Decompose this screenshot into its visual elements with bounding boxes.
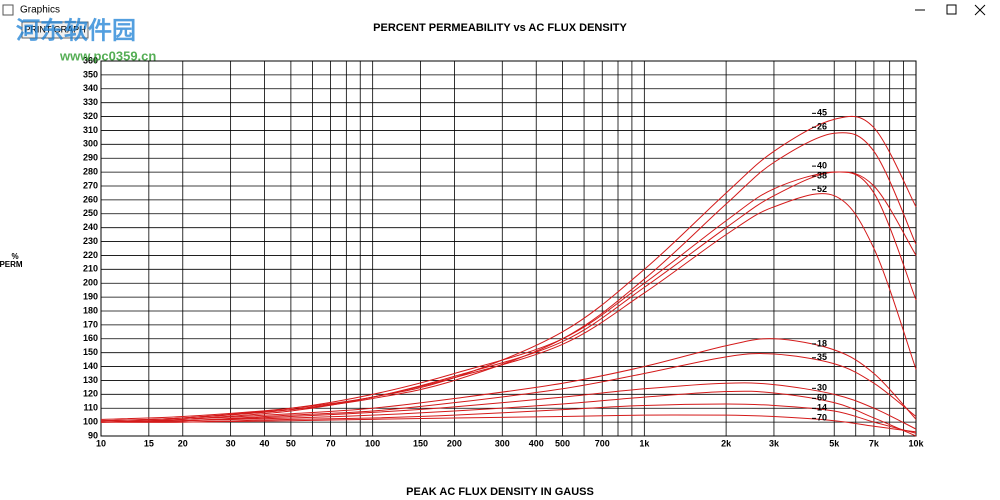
y-tick-label: 310	[83, 125, 98, 135]
series-label: 45	[817, 108, 827, 118]
series-label: 26	[817, 122, 827, 132]
x-tick-label: 150	[413, 438, 428, 448]
curve	[100, 382, 917, 430]
series-label: 14	[817, 403, 827, 413]
x-tick-label: 200	[447, 438, 462, 448]
x-tick-label: 300	[495, 438, 510, 448]
window-icon	[2, 4, 14, 16]
x-tick-label: 10k	[908, 438, 924, 448]
y-tick-label: 300	[83, 139, 98, 149]
x-tick-label: 100	[365, 438, 380, 448]
y-tick-label: 140	[83, 361, 98, 371]
y-tick-label: 290	[83, 153, 98, 163]
x-tick-label: 3k	[769, 438, 780, 448]
watermark: www.pc0359.cn	[59, 48, 156, 63]
y-tick-label: 150	[83, 347, 98, 357]
print-button-label[interactable]: PRINT GRAPH	[24, 24, 85, 34]
maximize-button[interactable]	[946, 4, 957, 15]
y-tick-label: 200	[83, 278, 98, 288]
series-label: 18	[817, 338, 827, 348]
series-label: 38	[817, 170, 827, 180]
x-tick-label: 500	[555, 438, 570, 448]
y-tick-label: 170	[83, 319, 98, 329]
x-tick-label: 5k	[829, 438, 840, 448]
x-tick-label: 50	[286, 438, 296, 448]
y-tick-label: 110	[83, 403, 98, 413]
x-tick-label: 1k	[639, 438, 650, 448]
x-tick-label: 7k	[869, 438, 880, 448]
y-tick-label: 240	[83, 222, 98, 232]
y-tick-label: 260	[83, 194, 98, 204]
y-tick-label: 340	[83, 83, 98, 93]
y-tick-label: 160	[83, 333, 98, 343]
y-tick-label: 220	[83, 250, 98, 260]
series-label: 60	[817, 393, 827, 403]
series-label: 30	[817, 383, 827, 393]
y-tick-label: 250	[83, 208, 98, 218]
y-tick-label: 190	[83, 291, 98, 301]
x-tick-label: 700	[595, 438, 610, 448]
curve	[100, 390, 917, 437]
x-tick-label: 10	[96, 438, 106, 448]
plot: 90 100 110 120 130 140 150 160 170 180 190 200 210 22…	[83, 55, 925, 448]
x-tick-label: 70	[326, 438, 336, 448]
y-axis-label: %	[11, 252, 18, 261]
y-axis-label: PERM	[0, 260, 23, 269]
y-tick-label: 210	[83, 264, 98, 274]
x-tick-label: 15	[144, 438, 154, 448]
y-tick-label: 230	[83, 236, 98, 246]
x-tick-label: 40	[260, 438, 270, 448]
y-tick-label: 330	[83, 97, 98, 107]
y-tick-label: 90	[88, 430, 98, 440]
curve	[100, 353, 917, 423]
window-title: Graphics	[20, 5, 60, 16]
y-tick-label: 130	[83, 375, 98, 385]
x-tick-label: 2k	[721, 438, 732, 448]
print-button[interactable]	[21, 21, 89, 39]
series-label: 35	[817, 352, 827, 362]
y-tick-label: 270	[83, 180, 98, 190]
curve	[100, 193, 917, 423]
plot-frame	[100, 60, 917, 437]
y-tick-label: 360	[83, 55, 98, 65]
x-tick-label: 20	[178, 438, 188, 448]
x-axis-label: PEAK AC FLUX DENSITY IN GAUSS	[406, 486, 594, 498]
curve	[100, 403, 917, 434]
x-tick-label: 400	[529, 438, 544, 448]
y-tick-label: 120	[83, 389, 98, 399]
y-tick-label: 320	[83, 111, 98, 121]
y-tick-label: 180	[83, 305, 98, 315]
series-label: 70	[817, 413, 827, 423]
curve	[100, 414, 917, 433]
watermark: 河东软件园	[16, 16, 136, 44]
series-label: 52	[817, 184, 827, 194]
y-tick-label: 100	[83, 416, 98, 426]
chart-title: PERCENT PERMEABILITY vs AC FLUX DENSITY	[373, 22, 627, 34]
series-label: 40	[817, 160, 827, 170]
curve	[100, 338, 917, 423]
y-tick-label: 350	[83, 69, 98, 79]
curve	[100, 171, 917, 422]
close-button[interactable]	[974, 4, 986, 16]
x-tick-label: 30	[226, 438, 236, 448]
y-tick-label: 280	[83, 166, 98, 176]
